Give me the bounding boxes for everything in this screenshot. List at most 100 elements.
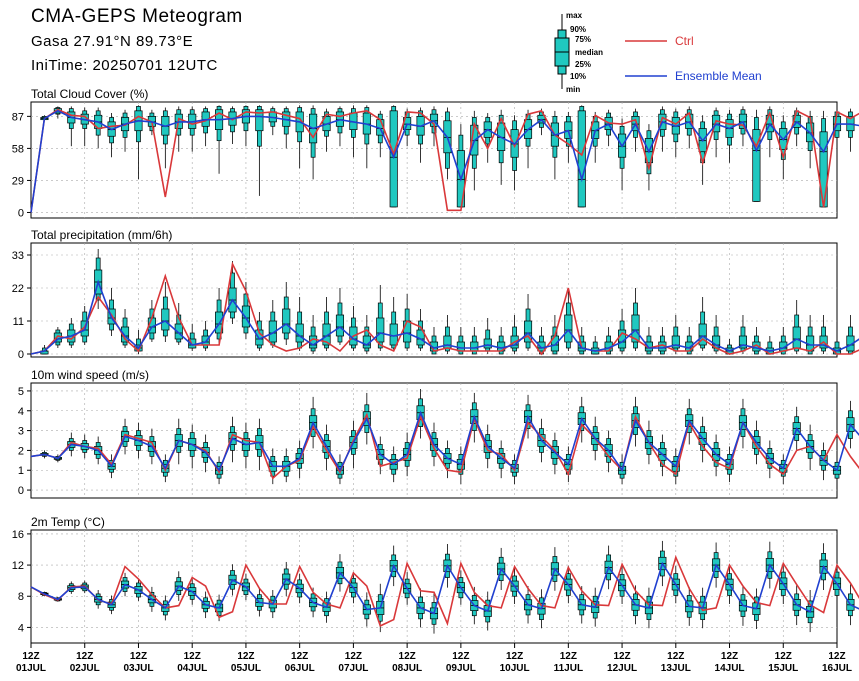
box-whisker <box>107 113 116 158</box>
box-whisker <box>335 288 345 345</box>
y-tick-label: 3 <box>18 426 24 438</box>
box-p25-p75 <box>577 110 586 208</box>
panel-title: 2m Temp (°C) <box>31 515 105 529</box>
box-whisker <box>161 282 170 342</box>
box-p25-p75 <box>631 314 640 343</box>
legend-label-median: median <box>575 48 603 57</box>
box-p25-p75 <box>470 341 479 352</box>
x-tick-date: 06JUL <box>285 663 315 674</box>
panel-title: Total precipitation (mm/6h) <box>31 228 172 242</box>
legend-box-glyph <box>554 14 570 89</box>
box-whisker <box>389 297 398 351</box>
x-tick-date: 09JUL <box>446 663 476 674</box>
y-tick-label: 29 <box>12 175 24 187</box>
box-whisker <box>295 105 304 169</box>
box-p25-p75 <box>174 323 183 340</box>
box-whisker <box>698 297 707 351</box>
y-tick-label: 58 <box>12 143 24 155</box>
x-tick-date: 12JUL <box>607 663 637 674</box>
box-whisker <box>658 327 667 355</box>
y-tick-label: 8 <box>18 591 24 603</box>
legend-mean-label: Ensemble Mean <box>675 69 762 83</box>
y-tick-label: 33 <box>12 250 24 262</box>
box-whisker <box>631 288 640 351</box>
box-whisker <box>618 309 627 354</box>
x-tick-hour: 12Z <box>76 651 93 662</box>
box-p25-p75 <box>523 320 533 343</box>
box-whisker <box>335 106 345 147</box>
box-whisker <box>120 109 130 152</box>
x-tick-hour: 12Z <box>452 651 469 662</box>
box-p25-p75 <box>671 335 680 349</box>
box-whisker <box>282 282 291 345</box>
chart-title: CMA-GEPS Meteogram <box>31 6 243 27</box>
box-whisker <box>725 109 734 163</box>
legend-label-75: 75% <box>575 35 591 44</box>
x-tick-date: 10JUL <box>500 663 530 674</box>
box-p25-p75 <box>120 326 130 343</box>
box-whisker <box>268 300 277 348</box>
box-p25-p75 <box>268 320 277 343</box>
box-p25-p75 <box>389 323 398 346</box>
box-whisker <box>80 107 89 147</box>
y-tick-label: 2 <box>18 445 24 457</box>
legend-label-max: max <box>566 11 583 20</box>
box-p25-p75 <box>335 314 345 337</box>
x-tick-hour: 12Z <box>22 651 39 662</box>
mean-series-line <box>30 561 859 615</box>
y-tick-label: 87 <box>12 111 24 123</box>
box-whisker <box>483 318 492 354</box>
box-whisker <box>483 113 492 163</box>
legend-ctrl-label: Ctrl <box>675 34 694 48</box>
x-tick-hour: 12Z <box>291 651 308 662</box>
box-p25-p75 <box>322 323 331 346</box>
x-tick-hour: 12Z <box>345 651 362 662</box>
box-whisker <box>241 422 250 469</box>
box-whisker <box>282 106 291 149</box>
box-whisker <box>53 327 62 348</box>
box-whisker <box>67 106 76 147</box>
y-tick-label: 12 <box>12 560 24 572</box>
legend-label-90: 90% <box>570 25 586 34</box>
legend-box-labels: max 90% 75% median 25% 10% min <box>566 11 603 94</box>
legend-label-25: 25% <box>575 60 591 69</box>
box-whisker <box>295 297 304 351</box>
box-whisker <box>201 321 210 351</box>
x-tick-hour: 12Z <box>721 651 738 662</box>
box-p25-p75 <box>738 335 748 349</box>
box-whisker <box>752 327 761 355</box>
ctrl-series-line <box>30 554 859 628</box>
x-tick-date: 15JUL <box>768 663 798 674</box>
box-whisker <box>376 285 385 351</box>
box-p25-p75 <box>752 129 761 202</box>
box-whisker <box>671 108 680 158</box>
box-whisker <box>671 315 680 354</box>
box-whisker <box>510 115 519 191</box>
box-whisker <box>215 288 224 345</box>
box-whisker <box>712 107 721 158</box>
box-whisker <box>255 105 264 196</box>
box-whisker <box>322 297 331 351</box>
x-tick-date: 05JUL <box>231 663 261 674</box>
location-label: Gasa 27.91°N 89.73°E <box>31 33 194 50</box>
box-whisker <box>188 106 197 152</box>
box-p25-p75 <box>792 326 801 349</box>
box-whisker <box>752 109 761 202</box>
box-whisker <box>147 300 156 342</box>
x-tick-date: 14JUL <box>715 663 745 674</box>
box-whisker <box>268 106 277 136</box>
panel-3: 10m wind speed (m/s) 0 1 2 3 4 5 <box>18 368 859 499</box>
mean-series-line <box>30 109 859 213</box>
init-time-label: IniTime: 20250701 12UTC <box>31 57 218 74</box>
y-tick-label: 0 <box>18 349 24 361</box>
x-tick-date: 04JUL <box>177 663 207 674</box>
x-tick-hour: 12Z <box>506 651 523 662</box>
y-tick-label: 4 <box>18 622 24 634</box>
box-whisker <box>644 327 653 355</box>
box-p25-p75 <box>698 323 707 346</box>
box-whisker <box>523 294 533 351</box>
box-whisker <box>349 420 358 469</box>
y-tick-label: 4 <box>18 406 24 418</box>
box-whisker <box>349 306 358 351</box>
